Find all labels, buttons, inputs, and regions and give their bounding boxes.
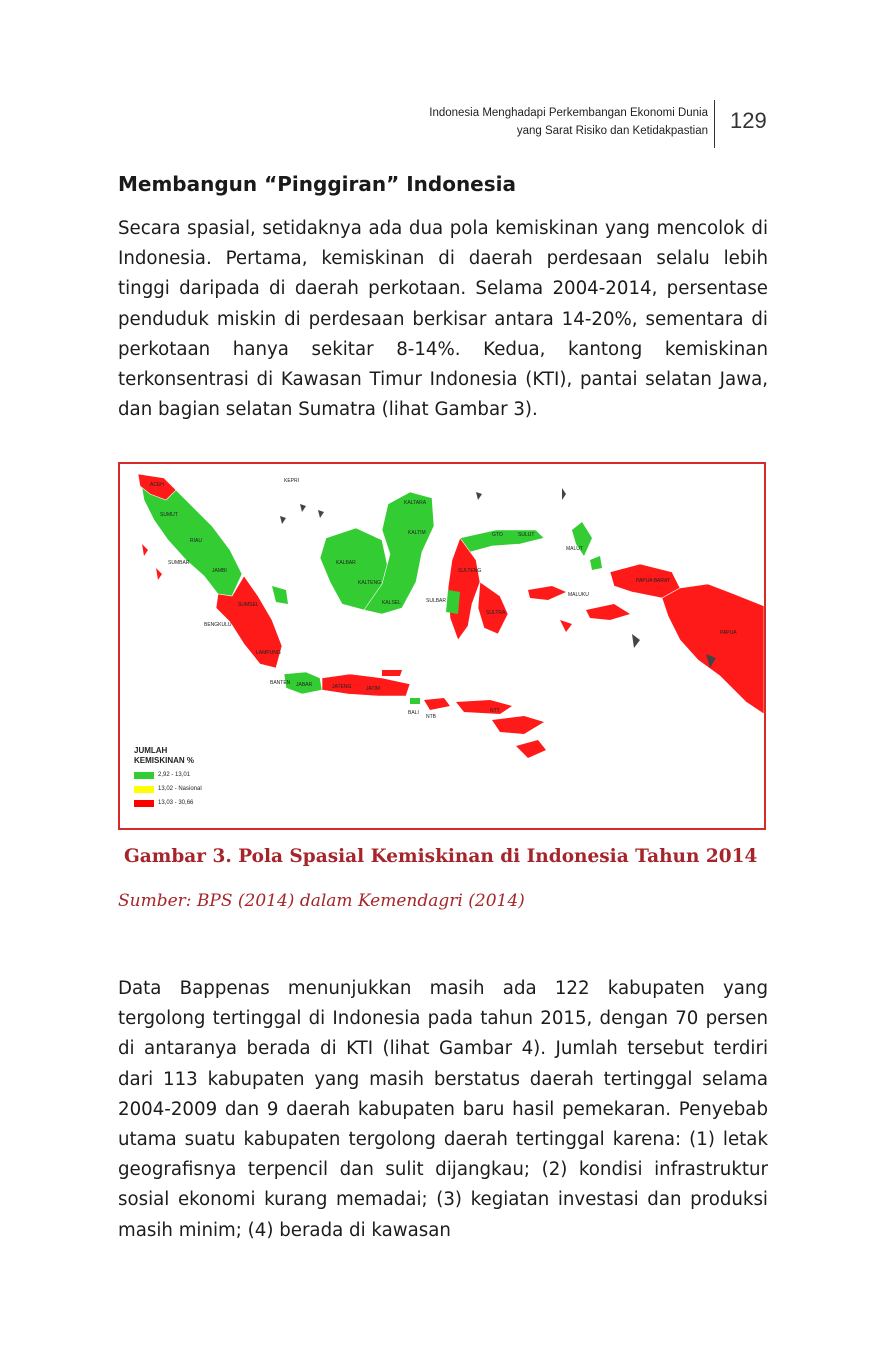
map-label-sulteng: SULTENG bbox=[458, 568, 481, 574]
poverty-map-figure: ACEH SUMUT KEPRI RIAU SUMBAR JAMBI BENGK… bbox=[118, 462, 766, 830]
map-label-sumbar: SUMBAR bbox=[168, 560, 190, 566]
map-label-lampung: LAMPUNG bbox=[256, 650, 281, 656]
map-label-kalsel: KALSEL bbox=[382, 600, 401, 606]
indonesia-map: ACEH SUMUT KEPRI RIAU SUMBAR JAMBI BENGK… bbox=[137, 473, 764, 758]
sulawesi-southeast-region bbox=[477, 581, 509, 635]
map-label-jatim: JATIM bbox=[366, 686, 380, 692]
map-label-maluku: MALUKU bbox=[568, 592, 589, 598]
running-head: Indonesia Menghadapi Perkembangan Ekonom… bbox=[429, 104, 708, 140]
map-label-ntb: NTB bbox=[426, 714, 437, 720]
legend-item: 13,03 - 30,66 bbox=[134, 798, 202, 808]
map-label-bali: BALI bbox=[408, 710, 419, 716]
map-label-sulbar: SULBAR bbox=[426, 598, 446, 604]
map-label-riau: RIAU bbox=[190, 538, 202, 544]
running-title-line1: Indonesia Menghadapi Perkembangan Ekonom… bbox=[429, 107, 708, 119]
page-number: 129 bbox=[730, 108, 767, 133]
sumatra-south-region bbox=[215, 575, 283, 669]
header-divider bbox=[714, 100, 715, 148]
map-label-aceh: ACEH bbox=[150, 482, 164, 488]
maluku-north-region bbox=[572, 522, 602, 570]
map-label-malut: MALUT bbox=[566, 546, 583, 552]
map-label-jambi: JAMBI bbox=[212, 568, 227, 574]
map-label-kepri: KEPRI bbox=[284, 478, 299, 484]
body-paragraph-1: Secara spasial, setidaknya ada dua pola … bbox=[118, 218, 768, 421]
map-label-jabar: JABAR bbox=[296, 682, 313, 688]
map-label-kalteng: KALTENG bbox=[358, 580, 381, 586]
legend-title-line2: KEMISKINAN % bbox=[134, 756, 195, 765]
kalimantan-east-region bbox=[363, 491, 435, 615]
legend-item: 2,92 - 13,01 bbox=[134, 770, 202, 780]
sulawesi-north-region bbox=[459, 529, 545, 553]
map-label-sumut: SUMUT bbox=[160, 512, 178, 518]
map-label-banten: BANTEN bbox=[270, 680, 291, 686]
bali-region bbox=[410, 698, 420, 704]
legend-swatch-green bbox=[134, 771, 154, 779]
map-label-ntt: NTT bbox=[490, 708, 500, 714]
map-label-bengkulu: BENGKULU bbox=[204, 622, 232, 628]
sulawesi-west-region bbox=[446, 590, 460, 614]
ntb-region bbox=[424, 698, 450, 710]
section-title: Membangun “Pinggiran” Indonesia bbox=[118, 172, 516, 196]
legend-title-line1: JUMLAH bbox=[134, 746, 168, 755]
madura-region bbox=[382, 670, 402, 676]
map-label-sultra: SULTRA bbox=[486, 610, 506, 616]
legend-item: 13,02 - Nasional bbox=[134, 784, 202, 794]
java-east-region bbox=[321, 673, 411, 697]
running-title-line2: yang Sarat Risiko dan Ketidakpastian bbox=[516, 125, 708, 137]
map-label-jateng: JATENG bbox=[332, 684, 351, 690]
legend-label: 13,03 - 30,66 bbox=[158, 800, 194, 806]
legend-swatch-yellow bbox=[134, 785, 154, 793]
sulawesi-central-region bbox=[447, 537, 481, 641]
figure-source: Sumber: BPS (2014) dalam Kemendagri (201… bbox=[118, 891, 525, 911]
legend-label: 13,02 - Nasional bbox=[158, 786, 202, 792]
figure-caption: Gambar 3. Pola Spasial Kemiskinan di Ind… bbox=[124, 846, 758, 867]
legend-label: 2,92 - 13,01 bbox=[158, 772, 191, 778]
legend-swatch-red bbox=[134, 799, 154, 807]
nias-islands bbox=[142, 544, 162, 580]
map-legend: JUMLAH KEMISKINAN % 2,92 - 13,01 13,02 -… bbox=[134, 746, 202, 808]
aceh-region bbox=[137, 473, 177, 501]
bangka-belitung-region bbox=[272, 586, 288, 604]
body-paragraph-2: Data Bappenas menunjukkan masih ada 122 … bbox=[118, 978, 768, 1241]
map-label-kalbar: KALBAR bbox=[336, 560, 356, 566]
maluku-region bbox=[528, 586, 630, 632]
map-label-kaltara: KALTARA bbox=[404, 500, 427, 506]
map-label-papua: PAPUA bbox=[720, 630, 737, 636]
map-label-gorontalo: GTO bbox=[492, 532, 503, 538]
papua-region bbox=[661, 583, 764, 715]
map-label-papua-barat: PAPUA BARAT bbox=[636, 578, 670, 584]
map-label-sulut: SULUT bbox=[518, 532, 534, 538]
map-label-kaltim: KALTIM bbox=[408, 530, 426, 536]
map-label-sumsel: SUMSEL bbox=[238, 602, 259, 608]
ntt-region bbox=[456, 700, 546, 758]
